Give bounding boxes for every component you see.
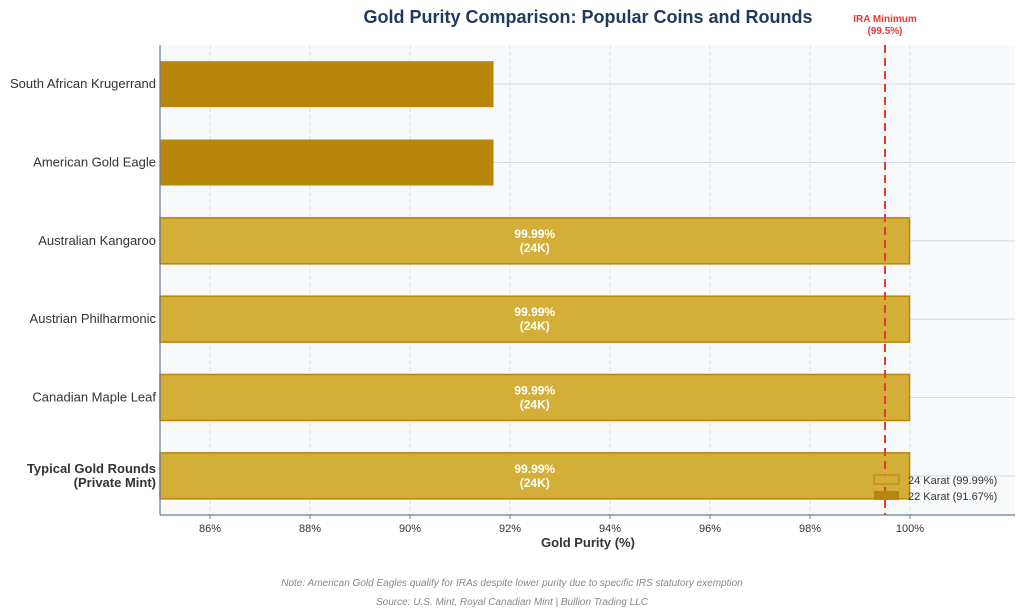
bar-3 <box>159 295 911 343</box>
bar-5 <box>159 452 911 500</box>
bar-2 <box>159 217 911 265</box>
legend-swatch-24K <box>873 474 900 485</box>
bar-label: 99.99% (24K) <box>514 462 555 490</box>
x-tick-label: 94% <box>599 523 621 535</box>
legend-label: 22 Karat (91.67%) <box>908 491 997 503</box>
plot-area <box>160 45 1015 515</box>
x-tick-label: 98% <box>799 523 821 535</box>
bar-label: 99.99% (24K) <box>514 227 555 255</box>
x-tick-label: 88% <box>299 523 321 535</box>
x-tick-label: 90% <box>399 523 421 535</box>
category-label: Canadian Maple Leaf <box>32 390 156 405</box>
x-axis-label: Gold Purity (%) <box>541 535 635 550</box>
x-tick-label: 92% <box>499 523 521 535</box>
chart-title: Gold Purity Comparison: Popular Coins an… <box>363 7 812 27</box>
category-label: American Gold Eagle <box>33 155 156 170</box>
bar-0 <box>160 61 494 108</box>
source-note: Source: U.S. Mint, Royal Canadian Mint |… <box>376 597 649 608</box>
x-tick-label: 86% <box>199 523 221 535</box>
category-label: Typical Gold Rounds (Private Mint) <box>27 461 156 490</box>
bar-label: 99.99% (24K) <box>514 305 555 333</box>
legend-swatch-22K <box>874 491 899 500</box>
footnote: Note: American Gold Eagles qualify for I… <box>281 578 743 589</box>
category-label: South African Krugerrand <box>10 76 156 91</box>
legend-label: 24 Karat (99.99%) <box>908 475 997 487</box>
category-label: Austrian Philharmonic <box>30 311 157 326</box>
bar-label: 99.99% (24K) <box>514 384 555 412</box>
bar-1 <box>160 139 494 186</box>
category-label: Australian Kangaroo <box>38 233 156 248</box>
x-tick-label: 100% <box>896 523 924 535</box>
ira-minimum-label: IRA Minimum (99.5%) <box>853 14 917 37</box>
x-tick-label: 96% <box>699 523 721 535</box>
